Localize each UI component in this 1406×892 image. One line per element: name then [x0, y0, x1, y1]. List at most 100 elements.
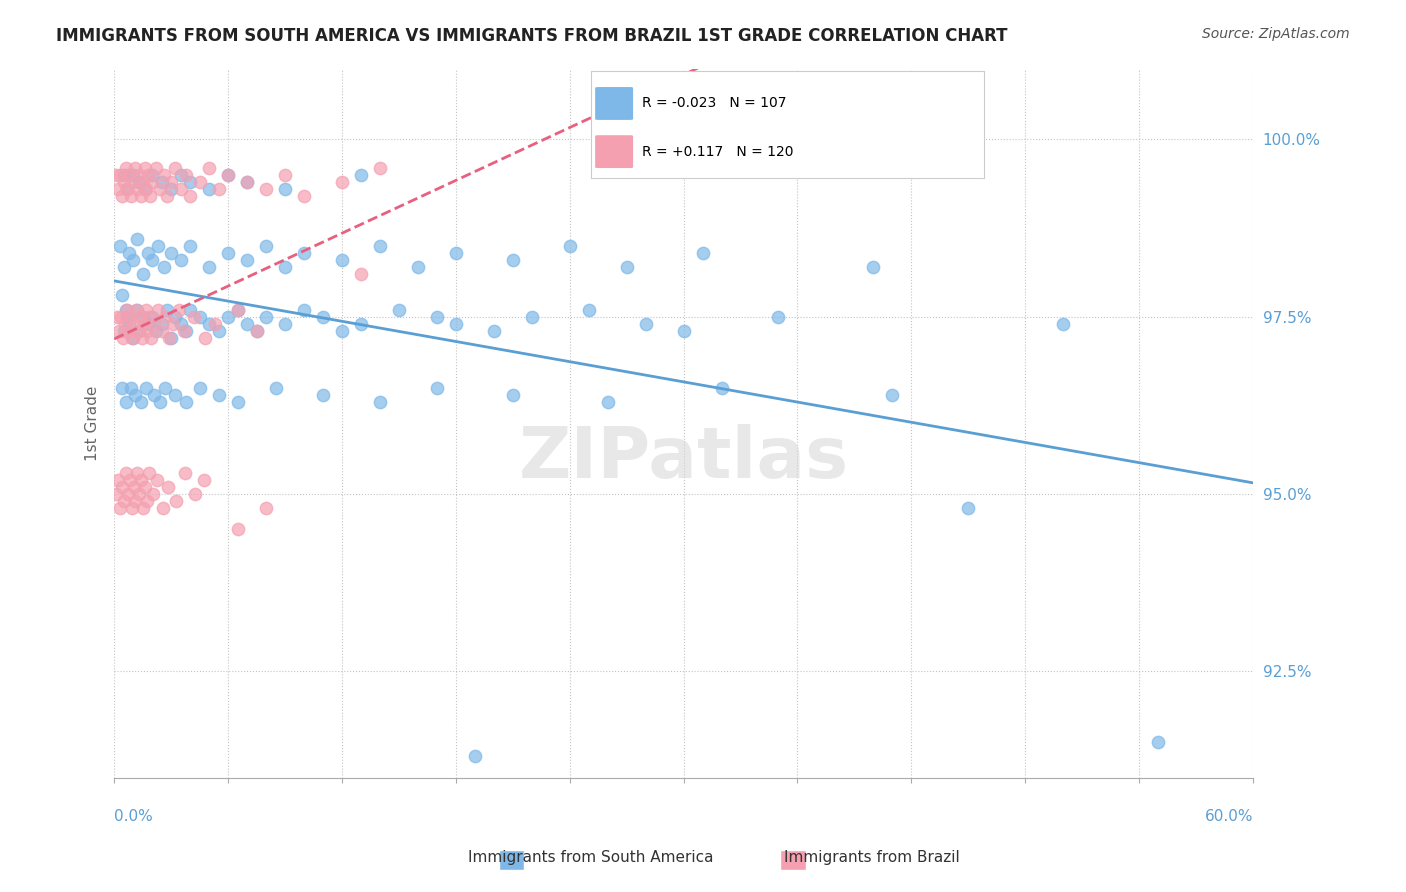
Point: [710, 381, 733, 395]
Point: [112, 168, 135, 182]
Point: [312, 387, 335, 401]
Point: [482, 324, 505, 338]
Point: [160, 175, 183, 189]
Text: Immigrants from South America: Immigrants from South America: [468, 850, 713, 865]
Point: [125, 232, 148, 246]
Text: Immigrants from Brazil: Immigrants from Brazil: [785, 850, 960, 865]
Point: [121, 331, 143, 345]
Point: [502, 252, 524, 267]
Point: [193, 473, 215, 487]
Point: [654, 778, 676, 792]
Point: [138, 466, 160, 480]
Point: [136, 324, 159, 338]
Point: [105, 487, 128, 501]
Point: [145, 161, 167, 175]
Point: [150, 324, 173, 338]
Point: [132, 317, 155, 331]
Point: [117, 182, 139, 196]
Point: [152, 168, 174, 182]
Point: [217, 168, 239, 182]
Point: [194, 331, 217, 345]
Point: [264, 381, 287, 395]
Point: [152, 501, 174, 516]
Point: [226, 523, 249, 537]
Point: [198, 182, 221, 196]
Point: [128, 324, 150, 338]
Point: [129, 394, 152, 409]
Point: [117, 310, 139, 324]
Point: [188, 175, 211, 189]
FancyBboxPatch shape: [595, 135, 634, 169]
Point: [128, 310, 150, 324]
Point: [155, 310, 177, 324]
Point: [207, 387, 229, 401]
Text: IMMIGRANTS FROM SOUTH AMERICA VS IMMIGRANTS FROM BRAZIL 1ST GRADE CORRELATION CH: IMMIGRANTS FROM SOUTH AMERICA VS IMMIGRA…: [56, 27, 1008, 45]
Point: [128, 175, 150, 189]
Point: [183, 310, 205, 324]
Point: [141, 175, 163, 189]
Point: [165, 494, 187, 508]
Point: [122, 168, 145, 182]
Point: [155, 381, 177, 395]
Point: [558, 239, 581, 253]
Point: [176, 324, 198, 338]
Point: [162, 317, 184, 331]
Point: [132, 501, 155, 516]
Point: [157, 331, 180, 345]
Point: [502, 387, 524, 401]
Point: [105, 310, 128, 324]
Point: [141, 168, 163, 182]
Point: [274, 317, 297, 331]
Point: [179, 302, 201, 317]
Point: [111, 288, 134, 302]
Point: [1052, 317, 1074, 331]
Point: [134, 182, 156, 196]
Point: [118, 317, 141, 331]
Point: [107, 473, 129, 487]
Point: [350, 267, 373, 281]
Point: [124, 494, 146, 508]
Point: [274, 260, 297, 274]
Point: [117, 182, 139, 196]
Point: [125, 302, 148, 317]
Point: [176, 168, 198, 182]
Point: [146, 302, 169, 317]
Point: [138, 310, 160, 324]
Point: [142, 487, 165, 501]
Point: [114, 394, 136, 409]
Point: [157, 480, 180, 494]
Point: [122, 331, 145, 345]
Point: [368, 394, 391, 409]
Point: [138, 245, 160, 260]
Point: [108, 324, 131, 338]
Point: [634, 317, 657, 331]
Point: [134, 480, 156, 494]
Point: [160, 182, 183, 196]
Point: [141, 310, 163, 324]
Point: [236, 317, 259, 331]
Point: [141, 331, 163, 345]
Point: [125, 302, 148, 317]
Point: [111, 331, 134, 345]
Point: [128, 487, 150, 501]
Point: [169, 317, 191, 331]
Point: [108, 239, 131, 253]
Point: [134, 161, 156, 175]
Point: [426, 310, 449, 324]
Point: [444, 317, 467, 331]
Point: [226, 302, 249, 317]
Point: [236, 175, 259, 189]
Point: [117, 487, 139, 501]
Point: [110, 501, 132, 516]
Text: ZIPatlas: ZIPatlas: [519, 424, 849, 493]
Point: [578, 302, 600, 317]
Point: [292, 245, 315, 260]
Point: [207, 324, 229, 338]
Point: [226, 394, 249, 409]
Point: [149, 182, 172, 196]
Point: [198, 317, 221, 331]
Point: [127, 466, 149, 480]
Point: [156, 302, 179, 317]
Point: [672, 324, 695, 338]
Point: [138, 168, 160, 182]
